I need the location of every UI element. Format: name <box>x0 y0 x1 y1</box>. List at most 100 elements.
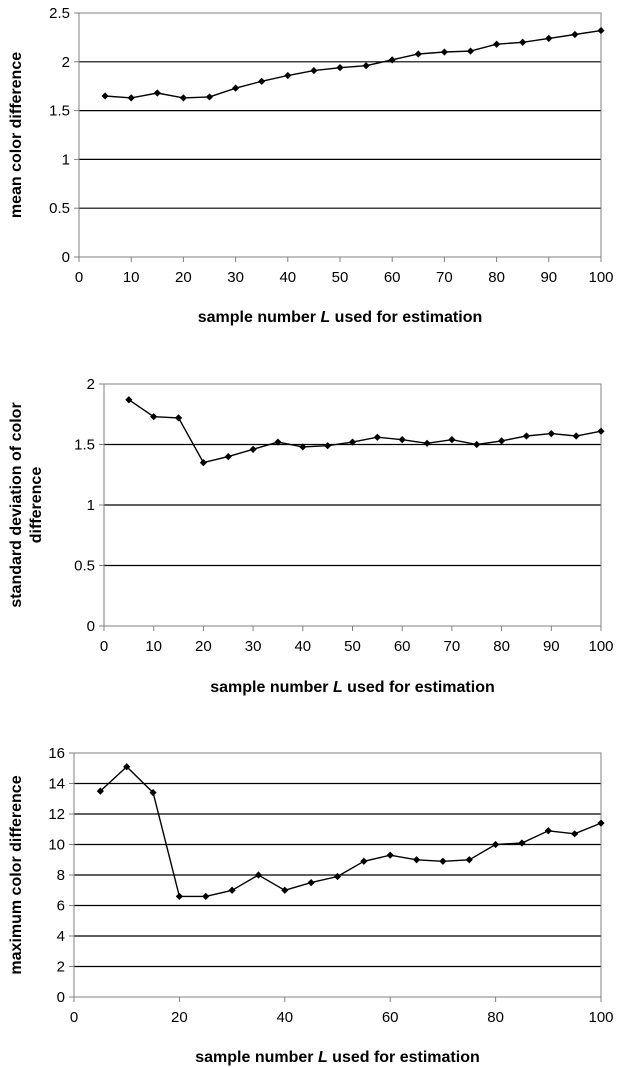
x-tick-label: 60 <box>382 1009 399 1026</box>
y-tick-label: 6 <box>57 898 65 915</box>
data-point <box>249 445 257 453</box>
x-tick-label: 60 <box>394 638 411 655</box>
x-axis-label-part: sample number <box>210 679 333 696</box>
x-tick-label: 100 <box>588 1009 613 1026</box>
x-tick-label: 100 <box>588 269 613 286</box>
data-point <box>274 438 282 446</box>
y-tick-label: 0 <box>87 618 95 635</box>
y-tick-label: 0 <box>62 249 70 266</box>
y-tick-label: 2 <box>57 959 65 976</box>
y-tick-label: 2.5 <box>49 5 70 22</box>
data-point <box>519 38 527 46</box>
data-point <box>473 440 481 449</box>
data-point <box>307 879 315 887</box>
data-point <box>179 94 187 102</box>
data-point <box>125 396 133 404</box>
data-point <box>123 763 131 771</box>
data-point <box>149 789 157 797</box>
data-point <box>299 443 307 451</box>
data-point <box>448 436 456 444</box>
y-tick-label: 10 <box>48 837 65 854</box>
y-tick-label: 1 <box>87 497 95 514</box>
y-axis-label: maximum color difference <box>8 775 25 974</box>
data-point <box>597 819 605 827</box>
data-point <box>545 34 553 42</box>
x-axis-label-part: L <box>318 1049 328 1066</box>
y-tick-label: 0 <box>57 989 65 1006</box>
x-tick-label: 70 <box>436 269 453 286</box>
data-point <box>101 92 109 100</box>
x-tick-label: 80 <box>488 269 505 286</box>
y-tick-label: 16 <box>48 745 65 762</box>
y-tick-label: 8 <box>57 867 65 884</box>
data-point <box>439 857 447 865</box>
y-tick-label: 2 <box>62 54 70 71</box>
x-axis-label-part: used for estimation <box>343 679 495 696</box>
x-axis-label-part: sample number <box>198 309 321 326</box>
data-point <box>544 827 552 835</box>
data-point <box>498 437 506 445</box>
data-point <box>284 71 292 80</box>
data-point <box>205 93 214 101</box>
data-point <box>281 886 289 894</box>
data-point <box>362 62 370 70</box>
data-point <box>127 94 135 102</box>
chart-3: 0 2 4 6 8 10 12 14 16 0 20 40 60 80 100 sample number L… <box>8 745 614 1066</box>
x-axis-label-part: L <box>333 679 343 696</box>
x-axis-label-part: used for estimation <box>328 1049 480 1066</box>
series-line <box>105 29 602 99</box>
y-tick-label: 0.5 <box>74 558 95 575</box>
plot-frame <box>78 12 602 258</box>
y-tick-label: 2 <box>87 376 95 393</box>
x-tick-label: 20 <box>171 1009 188 1026</box>
data-point <box>465 856 473 864</box>
x-tick-label: 80 <box>487 1009 504 1026</box>
data-point <box>324 442 332 450</box>
data-point <box>153 89 161 97</box>
x-tick-label: 0 <box>70 1009 78 1026</box>
data-point <box>388 56 396 64</box>
y-axis-label: difference <box>28 467 45 544</box>
series-line <box>99 765 602 898</box>
x-axis-label-part: L <box>320 309 330 326</box>
data-point <box>398 436 406 444</box>
data-point <box>333 872 342 881</box>
x-axis-label: sample number L used for estimation <box>210 679 495 696</box>
data-point <box>232 84 240 92</box>
data-point <box>202 892 210 900</box>
y-tick-label: 0.5 <box>49 200 70 217</box>
x-tick-label: 50 <box>332 269 349 286</box>
data-point <box>336 64 344 72</box>
data-point <box>96 787 104 795</box>
x-tick-label: 30 <box>245 638 262 655</box>
y-axis-label: standard deviation of color <box>8 402 25 607</box>
x-tick-label: 40 <box>294 638 311 655</box>
data-point <box>360 857 368 865</box>
data-point <box>547 430 555 438</box>
data-point <box>386 851 394 859</box>
x-tick-label: 20 <box>195 638 212 655</box>
x-tick-label: 80 <box>493 638 510 655</box>
data-point <box>466 47 475 55</box>
y-tick-label: 1.5 <box>74 437 95 454</box>
data-point <box>254 871 263 879</box>
data-point <box>571 830 579 838</box>
data-point <box>518 839 526 847</box>
data-point <box>412 856 421 864</box>
x-axis-label-part: used for estimation <box>330 309 482 326</box>
data-point <box>310 66 318 75</box>
y-tick-label: 4 <box>57 928 65 945</box>
data-point <box>571 30 579 39</box>
x-tick-label: 40 <box>276 1009 293 1026</box>
data-point <box>175 892 183 900</box>
data-point <box>440 48 448 56</box>
x-tick-label: 70 <box>444 638 461 655</box>
series-line <box>128 399 602 464</box>
data-point <box>597 26 605 35</box>
data-point <box>348 438 357 446</box>
x-tick-label: 10 <box>123 269 140 286</box>
chart-1: 0 0.5 1 1.5 2 2.5 0 10 20 30 40 50 60 70 80 90 100 sample… <box>8 5 614 326</box>
data-point <box>174 414 183 422</box>
